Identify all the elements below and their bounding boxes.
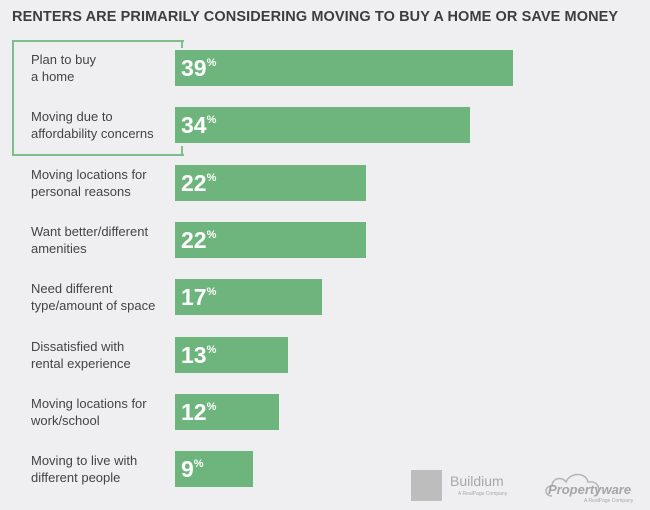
data-label: 17%: [181, 284, 217, 311]
highlight-box: [12, 40, 184, 156]
buildium-tagline: A RealPage Company: [458, 491, 508, 497]
data-label: 22%: [181, 226, 217, 253]
category-label: Dissatisfied with rental experience: [31, 338, 131, 371]
category-label: Want better/different amenities: [31, 223, 149, 256]
propertyware-tagline: A RealPage Company: [584, 498, 634, 504]
category-label: Moving locations for personal reasons: [31, 166, 147, 199]
data-label: 9%: [181, 456, 204, 483]
bar: 9%: [175, 451, 254, 488]
bar: 39%: [175, 50, 514, 86]
data-label: 12%: [181, 398, 217, 425]
chart-title: RENTERS ARE PRIMARILY CONSIDERING MOVING…: [12, 9, 619, 25]
bar: 22%: [175, 221, 366, 258]
category-label: Moving locations for work/school: [31, 395, 147, 428]
bar: 34%: [175, 107, 470, 144]
bar: 22%: [175, 164, 366, 201]
bar: 12%: [175, 393, 280, 430]
category-label: Need different type/amount of space: [31, 281, 156, 314]
highlight-tick-bottom: [181, 146, 183, 154]
propertyware-name: Propertyware: [548, 482, 632, 497]
highlight-tick-top: [181, 40, 183, 48]
buildium-name: Buildium: [450, 473, 504, 489]
buildium-icon: [411, 470, 442, 501]
bar: 13%: [175, 336, 288, 373]
data-label: 34%: [181, 112, 217, 139]
category-label: Moving to live with different people: [31, 453, 138, 486]
category-label: Moving due to affordability concerns: [31, 109, 154, 142]
category-label: Plan to buy a home: [31, 52, 97, 84]
data-label: 22%: [181, 169, 217, 196]
bar: 17%: [175, 279, 323, 316]
data-label: 39%: [181, 55, 217, 81]
cloud-icon: [545, 473, 600, 497]
data-label: 13%: [181, 341, 217, 368]
